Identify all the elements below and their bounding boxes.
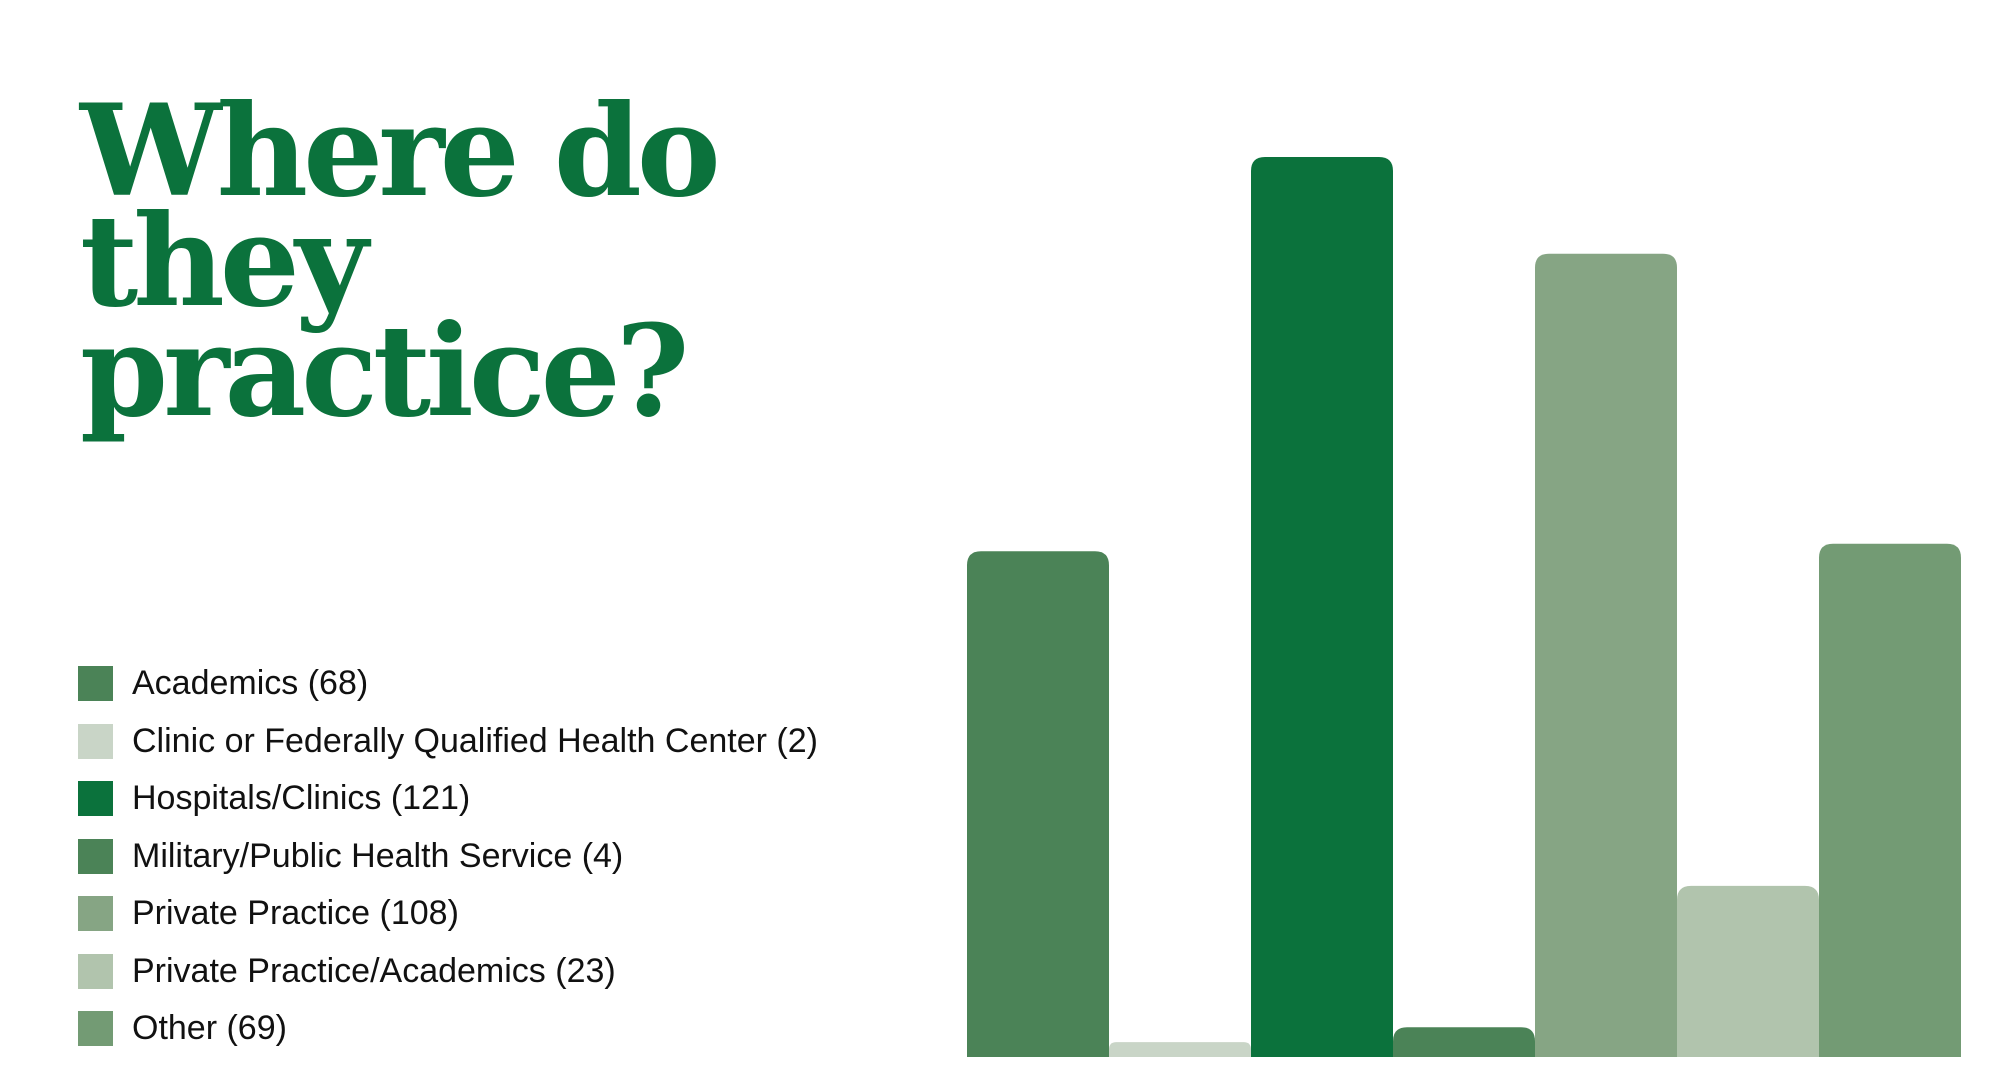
legend-label: Academics (68) [132, 664, 369, 703]
legend-item-academics: Academics (68) [78, 655, 818, 713]
legend-swatch [78, 838, 113, 874]
bar-private-practice-academics [1677, 885, 1819, 1057]
legend-swatch [78, 953, 113, 989]
legend-item-private-practice: Private Practice (108) [78, 885, 818, 943]
bar-academics [967, 551, 1109, 1057]
legend-item-private-practice-academics: Private Practice/Academics (23) [78, 943, 818, 1001]
bar-other [1819, 543, 1961, 1057]
legend-item-military-public-health: Military/Public Health Service (4) [78, 828, 818, 886]
legend-label: Hospitals/Clinics (121) [132, 779, 471, 818]
legend-swatch [78, 1011, 113, 1047]
legend-swatch [78, 896, 113, 932]
bar-hospitals-clinics [1251, 157, 1393, 1057]
legend-label: Other (69) [132, 1009, 287, 1048]
chart-title: Where do they practice? [80, 77, 721, 445]
legend-item-other: Other (69) [78, 1000, 818, 1058]
legend-label: Private Practice/Academics (23) [132, 951, 616, 990]
bar-military-public-health-service [1393, 1027, 1535, 1057]
legend-item-clinic-fqhc: Clinic or Federally Qualified Health Cen… [78, 713, 818, 771]
legend-label: Private Practice (108) [132, 894, 459, 933]
legend-swatch [78, 781, 113, 817]
legend-swatch [78, 666, 113, 702]
legend-label: Clinic or Federally Qualified Health Cen… [132, 721, 818, 760]
bar-private-practice [1535, 253, 1677, 1057]
bar-clinic-or-federally-qualified-health-center [1109, 1042, 1251, 1057]
legend-item-hospitals-clinics: Hospitals/Clinics (121) [78, 770, 818, 828]
legend-label: Military/Public Health Service (4) [132, 836, 624, 875]
legend-swatch [78, 723, 113, 759]
chart-legend: Academics (68) Clinic or Federally Quali… [78, 655, 818, 1058]
